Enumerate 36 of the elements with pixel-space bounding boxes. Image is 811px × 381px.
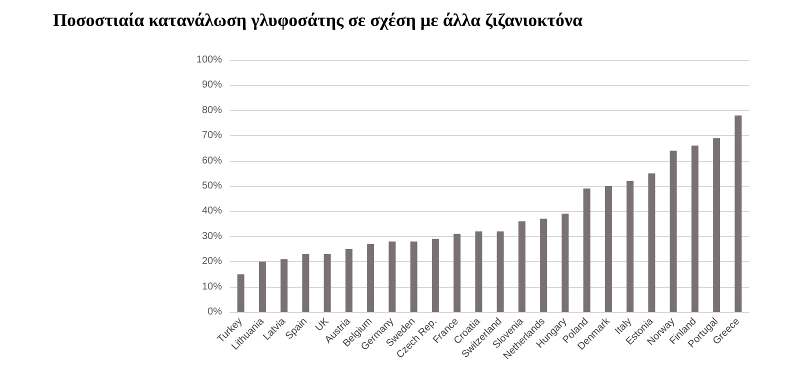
chart-title: Ποσοστιαία κατανάλωση γλυφοσάτης σε σχέση με άλλα ζιζανιοκτόνα [53, 10, 583, 30]
bar [475, 231, 482, 312]
y-tick-label: 40% [202, 206, 222, 217]
bar [280, 259, 288, 312]
y-tick-label: 90% [202, 80, 222, 91]
y-tick-label: 30% [202, 230, 222, 242]
bar [324, 254, 331, 312]
bar [670, 150, 677, 312]
bar [691, 146, 698, 312]
bar [454, 234, 461, 312]
bar [648, 173, 656, 312]
bar [367, 244, 374, 312]
bar [540, 218, 548, 312]
y-tick-label: 50% [202, 180, 222, 192]
bar [345, 249, 352, 312]
y-tick-label: 100% [196, 54, 222, 66]
bar [302, 254, 310, 312]
y-tick-label: 60% [202, 155, 222, 166]
y-tick-label: 80% [202, 104, 222, 116]
bar [734, 115, 742, 312]
bar [713, 138, 720, 312]
y-tick-label: 10% [202, 281, 222, 292]
bar [388, 241, 396, 312]
bar [410, 241, 418, 312]
bar [583, 188, 590, 312]
bar [562, 214, 569, 312]
y-tick-label: 0% [208, 306, 222, 318]
bar [432, 238, 439, 312]
bar [237, 274, 244, 312]
y-tick-label: 70% [202, 130, 222, 142]
bar [626, 180, 634, 312]
y-tick-label: 20% [202, 256, 222, 268]
bar [604, 186, 612, 312]
bar [496, 231, 504, 312]
bar [518, 221, 526, 312]
bar [258, 262, 266, 312]
